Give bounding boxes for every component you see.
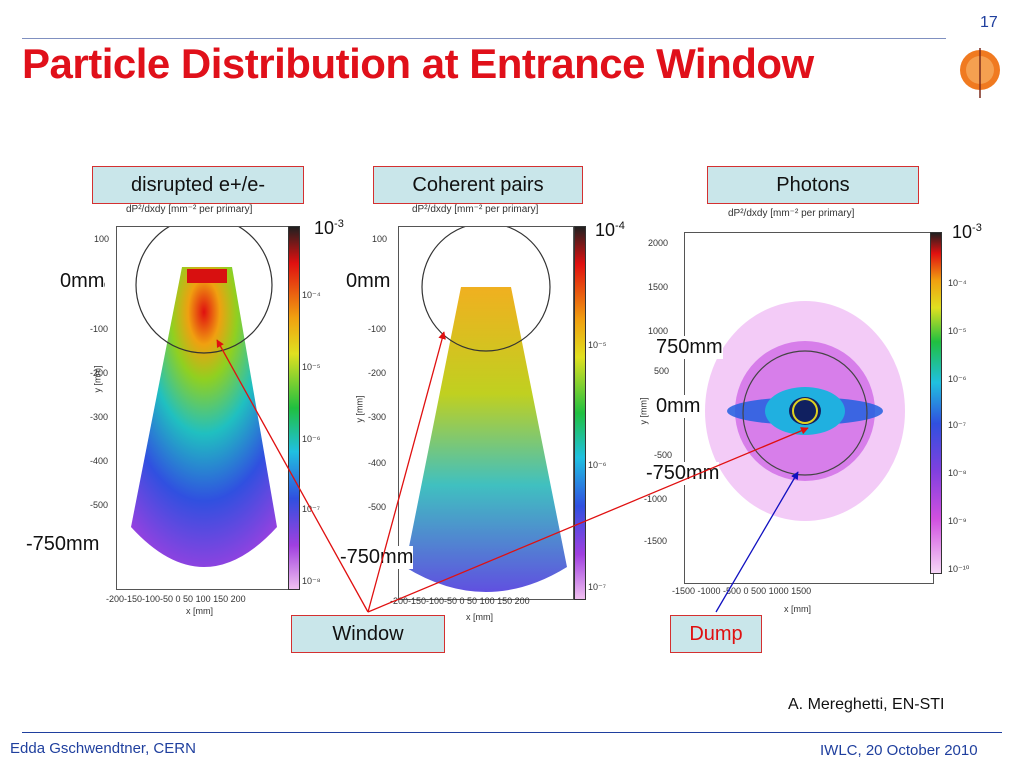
label-0mm-center: 0mm <box>346 270 391 293</box>
y-tick: -200 <box>90 368 109 378</box>
x-axis-label: x [mm] <box>186 606 213 616</box>
label-0mm-left: 0mm <box>60 270 105 293</box>
x-ticks: -200-150-100-50 0 50 100 150 200 <box>106 594 246 604</box>
cbar-tick: 10⁻⁴ <box>302 290 321 300</box>
y-tick: -500 <box>368 502 387 512</box>
arrow-window-right <box>367 427 809 613</box>
cbar-tick: 10⁻⁵ <box>588 340 607 350</box>
label-750mm-photons: 750mm <box>656 336 723 359</box>
y-tick: -500 <box>654 450 673 460</box>
x-ticks: -200-150-100-50 0 50 100 150 200 <box>390 596 530 606</box>
cbar-tick: 10⁻⁵ <box>302 362 321 372</box>
cbar-tick: 10⁻⁷ <box>588 582 607 592</box>
plot-area <box>684 232 934 584</box>
cbar-tick: 10⁻⁹ <box>948 516 967 526</box>
y-tick: -100 <box>90 324 109 334</box>
footer-event: IWLC, 20 October 2010 <box>820 742 978 759</box>
cbar-tick: 10⁻⁵ <box>948 326 967 336</box>
cbar-tick: 10⁻⁶ <box>302 434 321 444</box>
y-tick: 1000 <box>648 326 669 336</box>
cbar-tick: 10⁻¹⁰ <box>948 564 970 574</box>
arrow-window-center <box>367 331 446 613</box>
x-axis-label: x [mm] <box>784 604 811 614</box>
plot-header: dP²/dxdy [mm⁻² per primary] <box>412 204 539 215</box>
plot-area <box>398 226 574 600</box>
cbar-tick: 10⁻⁷ <box>948 420 967 430</box>
slide-number: 17 <box>980 14 998 31</box>
y-tick: -1000 <box>644 494 668 504</box>
label-dump: Dump <box>670 615 762 653</box>
cbar-max-label: 10-3 <box>952 222 982 243</box>
plot-header: dP²/dxdy [mm⁻² per primary] <box>728 208 855 219</box>
y-tick: -100 <box>368 324 387 334</box>
y-tick: -300 <box>368 412 387 422</box>
label-photons: Photons <box>707 166 919 204</box>
arrow-dump <box>715 471 799 613</box>
y-tick: -300 <box>90 412 109 422</box>
label-disrupted: disrupted e+/e- <box>92 166 304 204</box>
y-tick: -200 <box>368 368 387 378</box>
colorbar <box>288 226 300 590</box>
author-credit: A. Mereghetti, EN-STI <box>788 696 945 713</box>
label-minus750mm-photons: -750mm <box>646 462 720 485</box>
x-axis-label: x [mm] <box>466 612 493 622</box>
slide-title: Particle Distribution at Entrance Window <box>22 40 814 87</box>
cbar-max-label: 10-4 <box>595 220 625 241</box>
cbar-tick: 10⁻⁸ <box>302 576 321 586</box>
plot-photons: dP²/dxdy [mm⁻² per primary] y [mm] 2000 … <box>639 206 944 622</box>
footer-rule <box>22 732 1002 733</box>
clic-logo <box>958 44 1002 100</box>
x-ticks: -1500 -1000 -500 0 500 1000 1500 <box>672 586 812 596</box>
arrow-window-left <box>216 339 369 613</box>
plot-header: dP²/dxdy [mm⁻² per primary] <box>126 204 253 215</box>
plot-coherent-pairs: dP²/dxdy [mm⁻² per primary] y [mm] 100 0… <box>352 204 607 628</box>
y-tick: 1500 <box>648 282 669 292</box>
cbar-tick: 10⁻⁶ <box>948 374 967 384</box>
label-750mm-center: -750mm <box>340 546 414 569</box>
y-tick: 100 <box>94 234 110 244</box>
label-coherent-pairs: Coherent pairs <box>373 166 583 204</box>
y-tick: 100 <box>372 234 388 244</box>
label-750mm-left: -750mm <box>26 533 100 556</box>
cbar-tick: 10⁻⁴ <box>948 278 967 288</box>
label-window: Window <box>291 615 445 653</box>
colorbar <box>574 226 586 600</box>
label-0mm-photons: 0mm <box>656 395 701 418</box>
colorbar <box>930 232 942 574</box>
footer-author: Edda Gschwendtner, CERN <box>10 740 196 757</box>
y-tick: 2000 <box>648 238 669 248</box>
y-tick: -400 <box>90 456 109 466</box>
cbar-tick: 10⁻⁸ <box>948 468 967 478</box>
cbar-tick: 10⁻⁶ <box>588 460 607 470</box>
y-tick: 500 <box>654 366 670 376</box>
plot-disrupted: dP²/dxdy [mm⁻² per primary] y [mm] 100 0… <box>88 204 328 616</box>
y-tick: -400 <box>368 458 387 468</box>
y-tick: -1500 <box>644 536 668 546</box>
cbar-max-label: 10-3 <box>314 218 344 239</box>
y-tick: -500 <box>90 500 109 510</box>
header-rule <box>22 38 946 39</box>
